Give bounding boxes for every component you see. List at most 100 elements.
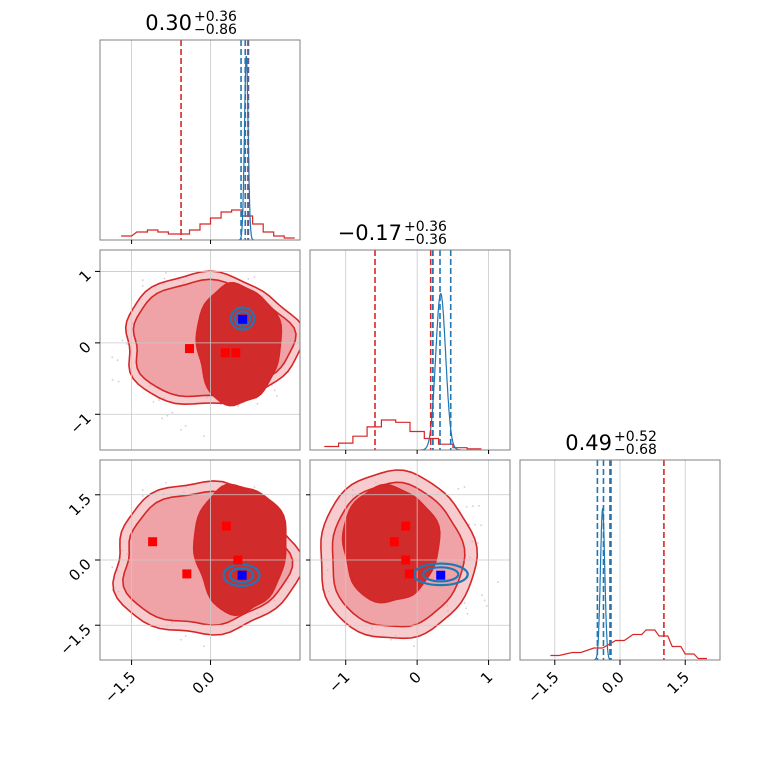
sample-dot (141, 279, 144, 281)
panel-title-upper: +0.52 (614, 429, 657, 445)
panel-title-value: −0.17 (338, 221, 402, 245)
panel-frame (309, 249, 511, 451)
red-marker (220, 348, 230, 358)
red-marker (404, 569, 414, 579)
sample-dot (253, 486, 256, 488)
posterior-panel-3 (320, 469, 499, 648)
panel-title-upper: +0.36 (404, 219, 447, 235)
panel-frame (99, 39, 301, 241)
sample-dot (163, 277, 166, 280)
x-tick-label: 0 (405, 668, 424, 687)
posterior-panel-2 (111, 480, 300, 648)
sample-dot (180, 428, 183, 431)
sample-dot (152, 400, 155, 403)
data-layer (121, 40, 707, 661)
blue-histogram-3 (593, 507, 612, 661)
sample-dot (141, 495, 144, 497)
sample-dot (166, 414, 169, 417)
blue-contour (228, 567, 255, 584)
frame-layer (95, 39, 721, 665)
sample-dot (480, 524, 483, 527)
panel-title-lower: −0.68 (614, 442, 657, 458)
sample-dot (468, 523, 471, 526)
panel-title-value: 0.49 (565, 431, 612, 455)
sample-dot (273, 389, 276, 392)
y-tick-label: −1.5 (56, 620, 94, 658)
sample-dot (247, 277, 250, 280)
x-tick-label: −1 (325, 668, 353, 696)
sample-dot (457, 487, 460, 490)
red-marker (148, 537, 158, 547)
x-tick-label: 1.5 (663, 668, 693, 698)
sample-dot (203, 645, 205, 648)
y-tick-label: −1 (66, 409, 94, 437)
blue-contour (422, 566, 460, 583)
panel-frame (99, 249, 301, 451)
sample-dot (483, 599, 486, 602)
red-marker (182, 569, 192, 579)
sample-dot (121, 339, 124, 342)
red-histogram-3 (550, 629, 707, 660)
sample-dot (180, 638, 183, 641)
sample-dot (237, 405, 240, 408)
sample-dot (184, 424, 187, 427)
sample-dot (171, 411, 174, 414)
sample-dot (116, 359, 119, 362)
sample-dot (481, 594, 483, 597)
panel-title-lower: −0.36 (404, 232, 447, 248)
sample-dot (485, 604, 488, 607)
sample-dot (256, 402, 259, 405)
sample-dot (161, 417, 163, 420)
x-tick-label: −1.5 (101, 668, 139, 706)
y-tick-label: 1 (75, 267, 94, 286)
red-marker (233, 555, 243, 565)
sample-dot (413, 645, 415, 648)
sample-dot (141, 489, 144, 491)
x-tick-label: −1.5 (524, 668, 562, 706)
posterior-panel-1 (111, 270, 300, 438)
red-marker (184, 344, 194, 354)
posterior-density-layer (111, 270, 499, 648)
grid-layer (100, 40, 686, 660)
x-tick-label: 0.0 (189, 668, 219, 698)
sample-dot (184, 634, 187, 637)
blue-marker (436, 570, 446, 580)
sample-dot (117, 380, 120, 383)
sample-dot (466, 612, 469, 615)
y-tick-label: 0.0 (65, 555, 95, 585)
blue-contour (233, 310, 252, 327)
sample-dot (165, 481, 167, 484)
panel-title-upper: +0.36 (194, 9, 237, 25)
sample-dot (463, 602, 466, 604)
sample-dot (390, 638, 393, 641)
x-tick-label: 0.0 (598, 668, 628, 698)
blue-histogram-2 (420, 292, 461, 451)
panel-title-value: 0.30 (145, 11, 192, 35)
sample-dot (203, 435, 205, 438)
sample-dot (478, 504, 480, 507)
sample-dot (111, 356, 114, 359)
sample-dot (463, 486, 466, 488)
sample-dot (497, 581, 499, 583)
sample-dot (111, 378, 114, 381)
red-marker (389, 537, 399, 547)
sample-dot (476, 542, 479, 544)
sample-dot (465, 607, 468, 610)
sample-dot (275, 394, 278, 397)
red-marker (221, 521, 231, 531)
blue-marker (237, 570, 247, 580)
red-marker (401, 521, 411, 531)
sample-dot (253, 276, 256, 278)
sample-dot (158, 399, 160, 401)
red-marker (231, 348, 241, 358)
sample-dot (471, 505, 474, 507)
red-histogram-1 (121, 209, 295, 239)
y-tick-label: 0 (75, 338, 94, 357)
sample-dot (126, 343, 128, 345)
red-histogram-2 (324, 419, 482, 450)
blue-marker (238, 314, 248, 324)
sample-dot (111, 566, 114, 569)
blue-contour (229, 306, 256, 331)
y-tick-label: 1.5 (65, 490, 95, 520)
